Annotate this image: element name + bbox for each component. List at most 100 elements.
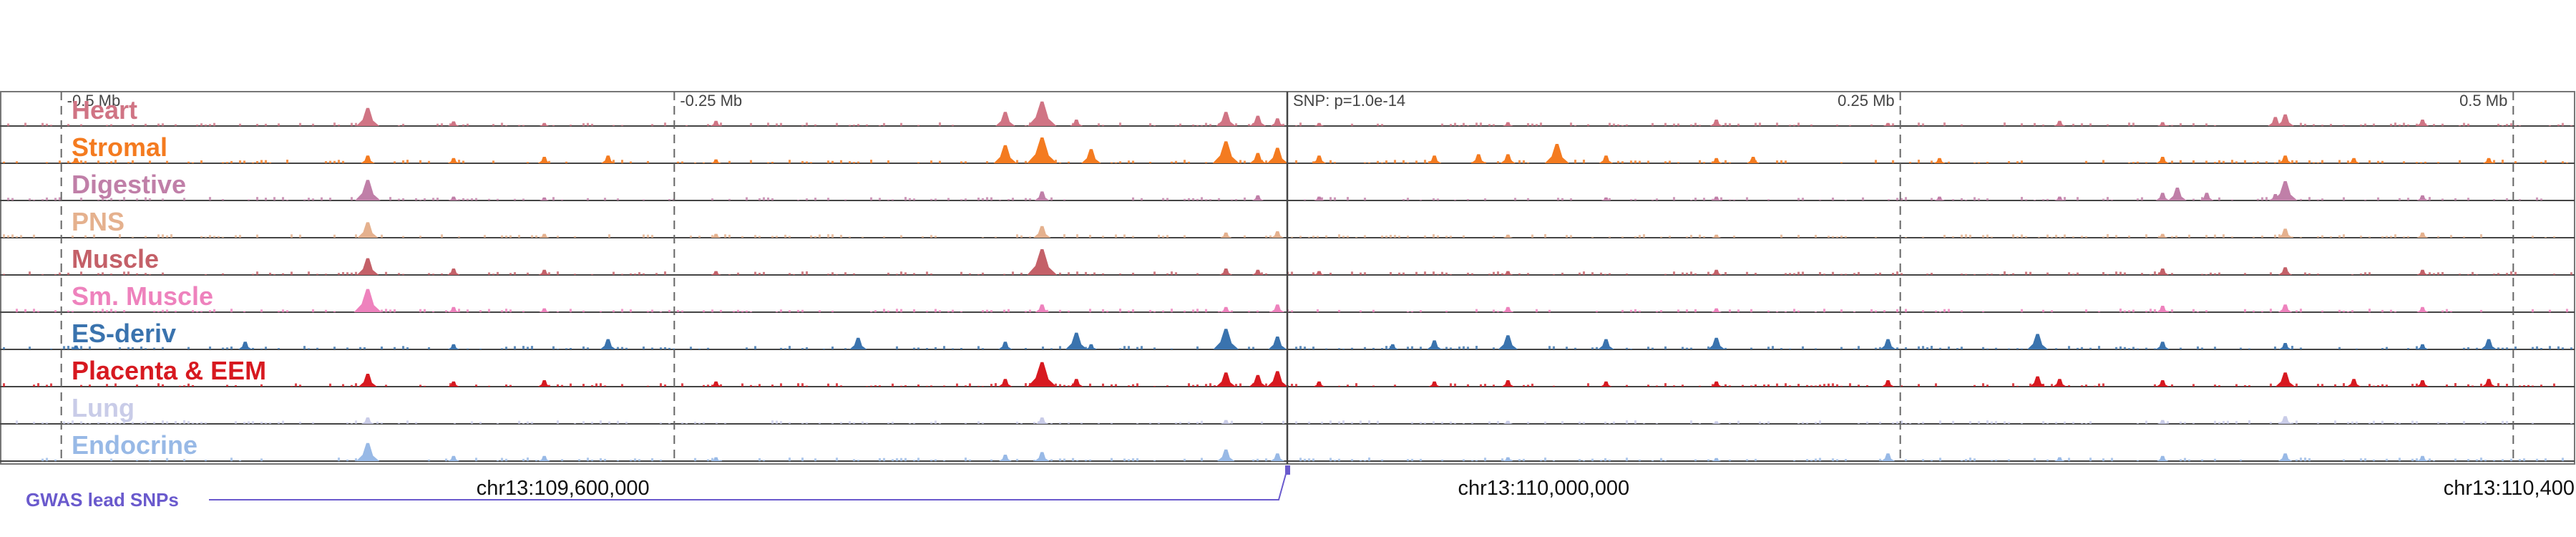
peak-stromal (1710, 158, 1722, 163)
track-label-heart: Heart (72, 95, 137, 125)
peak-muscle (2416, 269, 2429, 275)
peak-stromal (1312, 155, 1327, 163)
peak-digestive (1252, 195, 1264, 200)
peak-pns (539, 233, 550, 238)
peak-es-deriv (2027, 334, 2049, 349)
peak-stromal (1933, 158, 1946, 163)
peak-placenta-eem (1313, 381, 1325, 387)
peak-endocrine (1034, 452, 1050, 461)
gwas-snp-marker (1285, 465, 1290, 475)
peak-placenta-eem (358, 374, 377, 387)
peak-sm-muscle (1502, 306, 1514, 312)
peak-muscle (1027, 249, 1058, 275)
peak-sm-muscle (2278, 304, 2293, 312)
peak-placenta-eem (2482, 379, 2496, 387)
peak-stromal (2482, 158, 2495, 163)
peak-stromal (2348, 158, 2360, 163)
peak-pns (711, 233, 721, 238)
peak-endocrine (1711, 458, 1722, 461)
peak-placenta-eem (2029, 376, 2046, 387)
peak-placenta-eem (1069, 379, 1084, 387)
peak-stromal (1427, 155, 1442, 163)
peak-endocrine (711, 457, 721, 461)
peak-placenta-eem (1216, 372, 1236, 387)
offset-tick-labels: -0.5 Mb -0.25 Mb SNP: p=1.0e-14 0.25 Mb 0.5 … (67, 92, 2508, 110)
peak-stromal (711, 159, 721, 163)
track-label-lung: Lung (72, 393, 135, 422)
peak-endocrine (356, 442, 380, 461)
peak-placenta-eem (1710, 381, 1722, 387)
peak-heart (1249, 115, 1267, 126)
peak-placenta-eem (1249, 374, 1267, 387)
peak-pns (1220, 232, 1232, 238)
peak-placenta-eem (2156, 380, 2170, 387)
peak-sm-muscle (2156, 306, 2170, 312)
peak-digestive (2416, 195, 2429, 200)
peak-es-deriv (2480, 339, 2497, 349)
peak-pns (1271, 231, 1284, 238)
peak-es-deriv (849, 337, 867, 349)
peak-sm-muscle (447, 306, 460, 312)
peak-endocrine (2054, 457, 2065, 461)
offset-tick-label: SNP: p=1.0e-14 (1293, 92, 1405, 110)
peak-endocrine (1880, 453, 1896, 461)
peak-muscle (1314, 271, 1324, 275)
peak-pns (1033, 226, 1051, 238)
peak-digestive (2155, 193, 2170, 200)
peak-digestive (355, 180, 381, 200)
peak-sm-muscle (353, 289, 382, 312)
peak-stromal (1249, 153, 1267, 163)
peak-sm-muscle (2416, 306, 2429, 312)
peak-es-deriv (1065, 332, 1088, 349)
peak-lung (2278, 416, 2293, 424)
peak-placenta-eem (2275, 372, 2296, 387)
peak-heart (1070, 120, 1083, 126)
offset-tick-label: 0.5 Mb (2459, 92, 2507, 110)
peak-es-deriv (1085, 344, 1098, 349)
peak-placenta-eem (1267, 371, 1288, 387)
signal-noise (16, 420, 2572, 424)
peak-heart (995, 112, 1015, 126)
peak-pns (1711, 234, 1722, 238)
peak-endocrine (2157, 455, 2169, 461)
track-label-endocrine: Endocrine (72, 430, 197, 460)
peak-es-deriv (998, 342, 1013, 349)
peak-heart (1270, 118, 1285, 126)
peak-endocrine (447, 455, 460, 461)
peak-muscle (447, 268, 460, 275)
coordinate-label: chr13:109,600,000 (477, 477, 650, 500)
gwas-track-label: GWAS lead SNPs (26, 489, 179, 511)
peak-heart (2268, 117, 2283, 126)
coordinate-label: chr13:110,000,000 (1458, 477, 1629, 500)
peak-endocrine (998, 455, 1012, 461)
peak-sm-muscle (539, 308, 550, 312)
peak-placenta-eem (537, 380, 551, 387)
peak-placenta-eem (710, 381, 722, 387)
peak-es-deriv (1598, 339, 1614, 349)
peak-endocrine (2278, 453, 2293, 461)
peak-heart (1503, 122, 1513, 126)
peak-heart (1028, 101, 1057, 126)
peak-heart (1883, 122, 1893, 126)
peak-placenta-eem (1501, 380, 1515, 387)
peak-stromal (993, 145, 1018, 163)
peak-lung (1220, 420, 1231, 424)
peak-muscle (1219, 268, 1233, 275)
peak-placenta-eem (1600, 381, 1612, 387)
peak-es-deriv (238, 342, 253, 349)
peak-digestive (1034, 191, 1050, 200)
peak-muscle (1252, 269, 1264, 275)
peak-heart (448, 121, 459, 126)
track-label-muscle: Muscle (72, 244, 159, 274)
peak-placenta-eem (2416, 380, 2429, 387)
peak-muscle (356, 258, 379, 275)
peak-lung (2157, 420, 2168, 424)
peak-es-deriv (1498, 335, 1518, 349)
peak-placenta-eem (1028, 362, 1057, 387)
peak-lung (361, 417, 374, 424)
peak-placenta-eem (2052, 379, 2067, 387)
peak-stromal (1500, 154, 1516, 163)
track-label-sm-muscle: Sm. Muscle (72, 281, 213, 311)
peak-stromal (2278, 155, 2293, 163)
